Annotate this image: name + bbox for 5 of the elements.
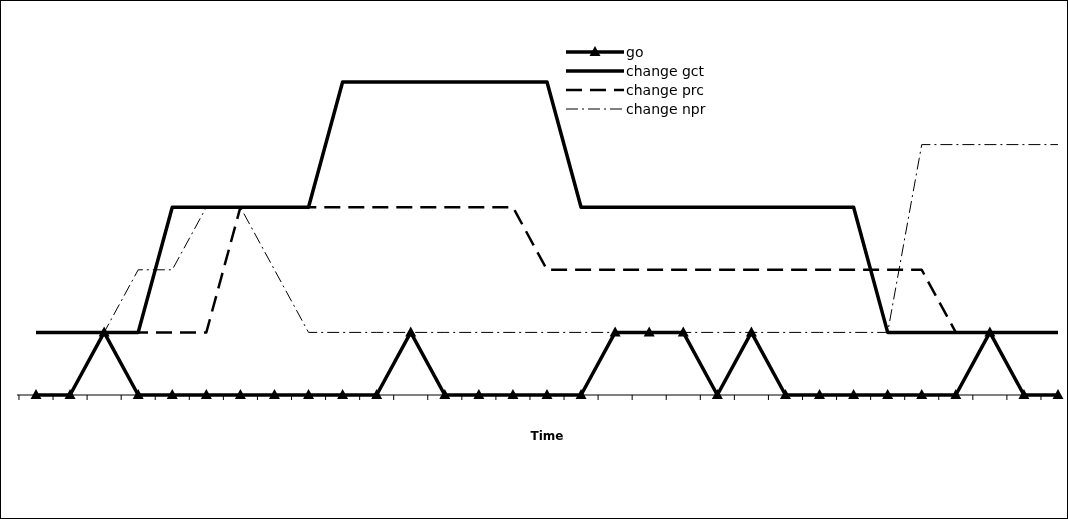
x-axis-title: Time: [530, 429, 564, 443]
legend-label: change gct: [626, 63, 705, 79]
legend-label: change npr: [626, 101, 706, 117]
legend-label: go: [626, 44, 644, 60]
legend-label: change prc: [626, 82, 705, 98]
